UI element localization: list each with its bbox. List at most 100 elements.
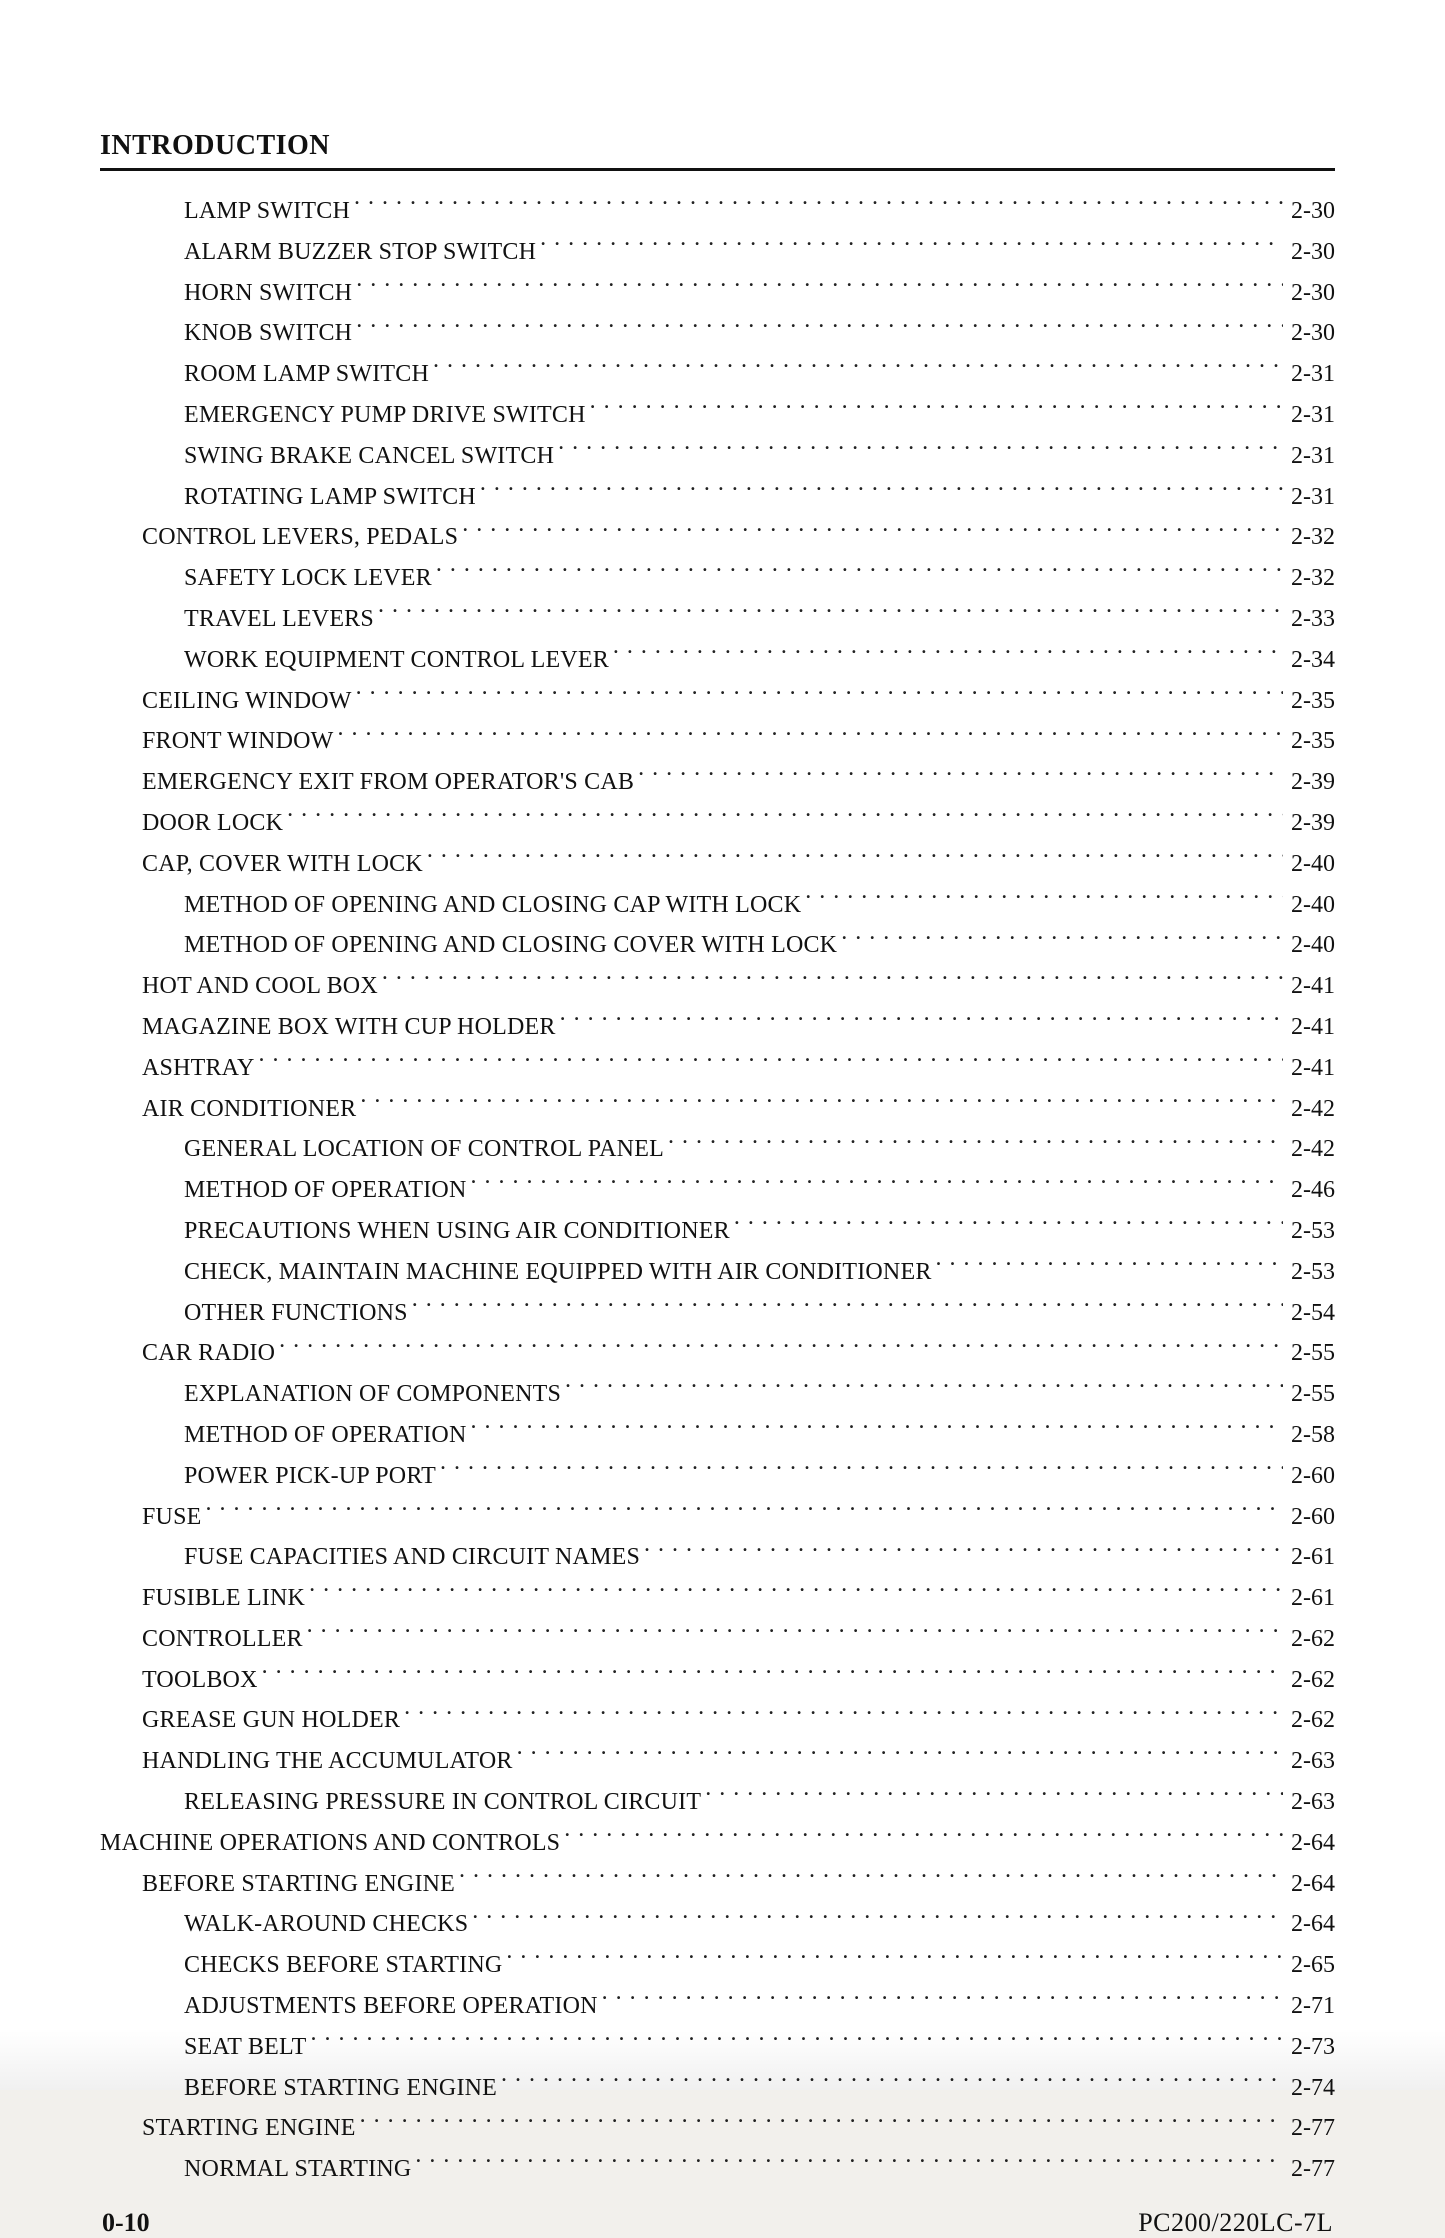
toc-leader-dots: [506, 1948, 1283, 1972]
toc-row: EXPLANATION OF COMPONENTS 2-55: [100, 1374, 1335, 1415]
toc-leader-dots: [382, 969, 1283, 993]
toc-row: CHECKS BEFORE STARTING 2-65: [100, 1945, 1335, 1986]
toc-page-number: 2-41: [1283, 1007, 1335, 1048]
toc-label: MACHINE OPERATIONS AND CONTROLS: [100, 1823, 564, 1864]
toc-label: ROOM LAMP SWITCH: [184, 354, 433, 395]
toc-page-number: 2-64: [1283, 1864, 1335, 1905]
toc-leader-dots: [354, 194, 1283, 218]
toc-label: FRONT WINDOW: [142, 721, 338, 762]
toc-row: HOT AND COOL BOX2-41: [100, 966, 1335, 1007]
toc-row: FUSE2-60: [100, 1497, 1335, 1538]
toc-row: CEILING WINDOW2-35: [100, 681, 1335, 722]
toc-leader-dots: [307, 1622, 1283, 1646]
section-heading: INTRODUCTION: [100, 130, 1335, 171]
toc-page-number: 2-60: [1283, 1497, 1335, 1538]
toc-label: SAFETY LOCK LEVER: [184, 558, 436, 599]
toc-page-number: 2-31: [1283, 477, 1335, 518]
toc-row: POWER PICK-UP PORT2-60: [100, 1456, 1335, 1497]
toc-row: METHOD OF OPENING AND CLOSING CAP WITH L…: [100, 885, 1335, 926]
toc-leader-dots: [338, 724, 1283, 748]
toc-row: HANDLING THE ACCUMULATOR2-63: [100, 1741, 1335, 1782]
toc-row: STARTING ENGINE2-77: [100, 2108, 1335, 2149]
toc-label: POWER PICK-UP PORT: [184, 1456, 440, 1497]
toc-row: GREASE GUN HOLDER2-62: [100, 1700, 1335, 1741]
toc-row: FUSE CAPACITIES AND CIRCUIT NAMES2-61: [100, 1537, 1335, 1578]
toc-leader-dots: [564, 1826, 1283, 1850]
toc-leader-dots: [436, 561, 1283, 585]
toc-page-number: 2-32: [1283, 517, 1335, 558]
toc-row: METHOD OF OPENING AND CLOSING COVER WITH…: [100, 925, 1335, 966]
toc-leader-dots: [560, 1010, 1283, 1034]
toc-label: GREASE GUN HOLDER: [142, 1700, 404, 1741]
toc-label: OTHER FUNCTIONS: [184, 1293, 412, 1334]
toc-leader-dots: [501, 2071, 1283, 2095]
toc-page-number: 2-71: [1283, 1986, 1335, 2027]
toc-label: TRAVEL LEVERS: [184, 599, 378, 640]
toc-label: EMERGENCY PUMP DRIVE SWITCH: [184, 395, 590, 436]
toc-page-number: 2-63: [1283, 1741, 1335, 1782]
toc-label: METHOD OF OPERATION: [184, 1170, 470, 1211]
toc-leader-dots: [472, 1907, 1283, 1931]
toc-label: GENERAL LOCATION OF CONTROL PANEL: [184, 1129, 668, 1170]
toc-leader-dots: [356, 316, 1283, 340]
toc-label: ADJUSTMENTS BEFORE OPERATION: [184, 1986, 602, 2027]
toc-row: GENERAL LOCATION OF CONTROL PANEL2-42: [100, 1129, 1335, 1170]
toc-page-number: 2-40: [1283, 925, 1335, 966]
toc-row: METHOD OF OPERATION2-46: [100, 1170, 1335, 1211]
toc-row: CHECK, MAINTAIN MACHINE EQUIPPED WITH AI…: [100, 1252, 1335, 1293]
toc-leader-dots: [462, 520, 1283, 544]
toc-page-number: 2-64: [1283, 1904, 1335, 1945]
toc-page-number: 2-58: [1283, 1415, 1335, 1456]
toc-leader-dots: [705, 1785, 1283, 1809]
toc-row: ASHTRAY2-41: [100, 1048, 1335, 1089]
page-number: 0-10: [102, 2208, 150, 2238]
model-number: PC200/220LC-7L: [1138, 2208, 1333, 2238]
toc-label: CAP, COVER WITH LOCK: [142, 844, 427, 885]
toc-leader-dots: [356, 684, 1283, 708]
table-of-contents: LAMP SWITCH2-30ALARM BUZZER STOP SWITCH2…: [100, 191, 1335, 2190]
toc-label: WORK EQUIPMENT CONTROL LEVER: [184, 640, 613, 681]
toc-label: CHECKS BEFORE STARTING: [184, 1945, 506, 1986]
toc-page-number: 2-33: [1283, 599, 1335, 640]
toc-label: ROTATING LAMP SWITCH: [184, 477, 480, 518]
toc-label: NORMAL STARTING: [184, 2149, 415, 2190]
toc-page-number: 2-54: [1283, 1293, 1335, 1334]
toc-label: ASHTRAY: [142, 1048, 259, 1089]
toc-leader-dots: [356, 276, 1283, 300]
toc-row: SWING BRAKE CANCEL SWITCH2-31: [100, 436, 1335, 477]
toc-row: TRAVEL LEVERS 2-33: [100, 599, 1335, 640]
toc-page-number: 2-55: [1283, 1374, 1335, 1415]
toc-label: PRECAUTIONS WHEN USING AIR CONDITIONER: [184, 1211, 734, 1252]
toc-page-number: 2-40: [1283, 885, 1335, 926]
toc-row: ROOM LAMP SWITCH2-31: [100, 354, 1335, 395]
page-footer: 0-10 PC200/220LC-7L: [100, 2208, 1335, 2238]
toc-page-number: 2-30: [1283, 191, 1335, 232]
toc-leader-dots: [262, 1663, 1283, 1687]
toc-row: OTHER FUNCTIONS 2-54: [100, 1293, 1335, 1334]
toc-label: EMERGENCY EXIT FROM OPERATOR'S CAB: [142, 762, 638, 803]
toc-row: EMERGENCY EXIT FROM OPERATOR'S CAB2-39: [100, 762, 1335, 803]
toc-page-number: 2-32: [1283, 558, 1335, 599]
toc-label: CHECK, MAINTAIN MACHINE EQUIPPED WITH AI…: [184, 1252, 936, 1293]
toc-label: METHOD OF OPENING AND CLOSING CAP WITH L…: [184, 885, 805, 926]
toc-leader-dots: [440, 1459, 1283, 1483]
toc-page-number: 2-77: [1283, 2108, 1335, 2149]
toc-page-number: 2-31: [1283, 436, 1335, 477]
toc-page-number: 2-65: [1283, 1945, 1335, 1986]
toc-leader-dots: [470, 1173, 1283, 1197]
toc-row: CAR RADIO2-55: [100, 1333, 1335, 1374]
toc-page-number: 2-31: [1283, 395, 1335, 436]
toc-label: EXPLANATION OF COMPONENTS: [184, 1374, 565, 1415]
toc-leader-dots: [480, 480, 1283, 504]
toc-row: NORMAL STARTING2-77: [100, 2149, 1335, 2190]
toc-label: CONTROLLER: [142, 1619, 307, 1660]
toc-leader-dots: [613, 643, 1283, 667]
toc-leader-dots: [415, 2152, 1283, 2176]
toc-page-number: 2-63: [1283, 1782, 1335, 1823]
toc-page-number: 2-62: [1283, 1619, 1335, 1660]
toc-label: TOOLBOX: [142, 1660, 262, 1701]
toc-leader-dots: [287, 806, 1283, 830]
toc-leader-dots: [841, 928, 1283, 952]
toc-page-number: 2-74: [1283, 2068, 1335, 2109]
toc-label: ALARM BUZZER STOP SWITCH: [184, 232, 540, 273]
